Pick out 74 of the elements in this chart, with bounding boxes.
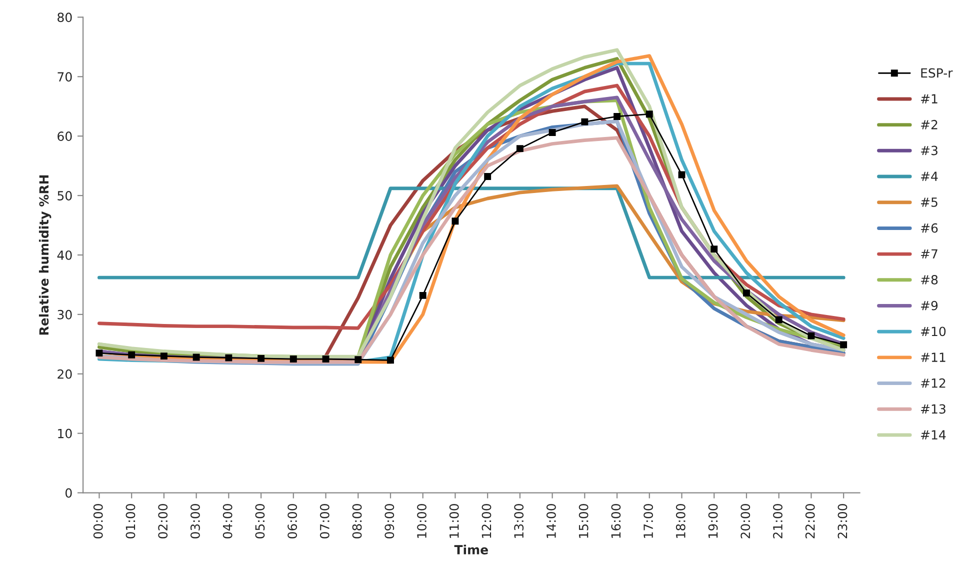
point [646,110,653,118]
point [258,354,265,362]
y-tick-label: 0 [66,488,72,498]
point [678,171,686,178]
point [160,352,168,360]
y-tick-label: 60 [58,132,72,142]
legend-label: #10 [920,326,946,336]
y-tick-label: 20 [58,369,72,379]
point [96,350,103,357]
x-axis-title: Time [454,544,488,554]
y-tick-label: 40 [57,250,72,260]
x-tick-label: 11:00 [449,504,459,538]
x-tick-label: 18:00 [676,504,686,538]
legend-label: #1 [920,94,938,104]
x-tick-label: 02:00 [158,504,168,538]
point [419,292,426,299]
y-tick-label: 80 [58,12,72,22]
point [775,316,782,324]
x-tick-label: 03:00 [190,504,200,538]
point [322,356,330,362]
legend-label: #5 [920,198,938,207]
x-tick-label: 15:00 [578,504,588,538]
point [484,173,492,180]
y-axis-title: Relative humidity %RH [38,175,52,335]
legend-label: ESP-r [921,68,953,78]
x-tick-label: 06:00 [288,504,298,538]
x-tick-label: 04:00 [222,504,232,538]
point [128,351,136,358]
point [192,354,200,361]
x-tick-label: 14:00 [546,504,556,538]
point [743,290,750,297]
legend-label: #9 [920,300,938,310]
point [225,354,232,362]
point [808,332,815,340]
x-tick-label: 19:00 [708,504,718,538]
y-tick-label: 10 [58,428,72,438]
legend-label: #11 [920,352,946,362]
point [581,118,588,126]
x-tick-label: 16:00 [611,504,621,538]
point [840,341,848,348]
x-tick-label: 08:00 [352,504,362,538]
legend-label: #4 [920,172,938,181]
point [354,356,362,364]
point [387,356,394,364]
legend-label: #3 [920,146,938,156]
y-tick-label: 50 [58,191,72,200]
legend-label: #14 [920,430,946,440]
x-tick-label: 09:00 [384,504,394,538]
x-tick-label: 23:00 [838,504,848,538]
point [710,246,718,253]
x-tick-label: 20:00 [740,504,750,538]
x-tick-label: 12:00 [482,504,492,538]
x-tick-label: 05:00 [255,504,265,538]
legend-label: #8 [920,275,938,284]
legend-label: #12 [920,378,946,388]
legend-label: #2 [920,120,938,130]
x-tick-label: 01:00 [126,504,136,538]
x-tick-label: 21:00 [773,504,782,538]
legend-label: #13 [920,404,946,414]
legend-label: #7 [920,249,938,258]
x-tick-label: 10:00 [417,504,426,538]
x-tick-label: 22:00 [805,504,815,538]
point [516,145,524,152]
point [452,218,459,225]
x-tick-label: 07:00 [320,504,330,538]
legend-label: #6 [920,223,938,233]
y-tick-label: 70 [58,72,72,82]
y-tick-label: 30 [58,310,72,320]
x-tick-label: 17:00 [644,504,654,538]
x-tick-label: 00:00 [93,504,103,538]
x-tick-label: 13:00 [514,504,524,538]
point [290,356,297,362]
point [548,129,556,136]
point [614,112,621,120]
